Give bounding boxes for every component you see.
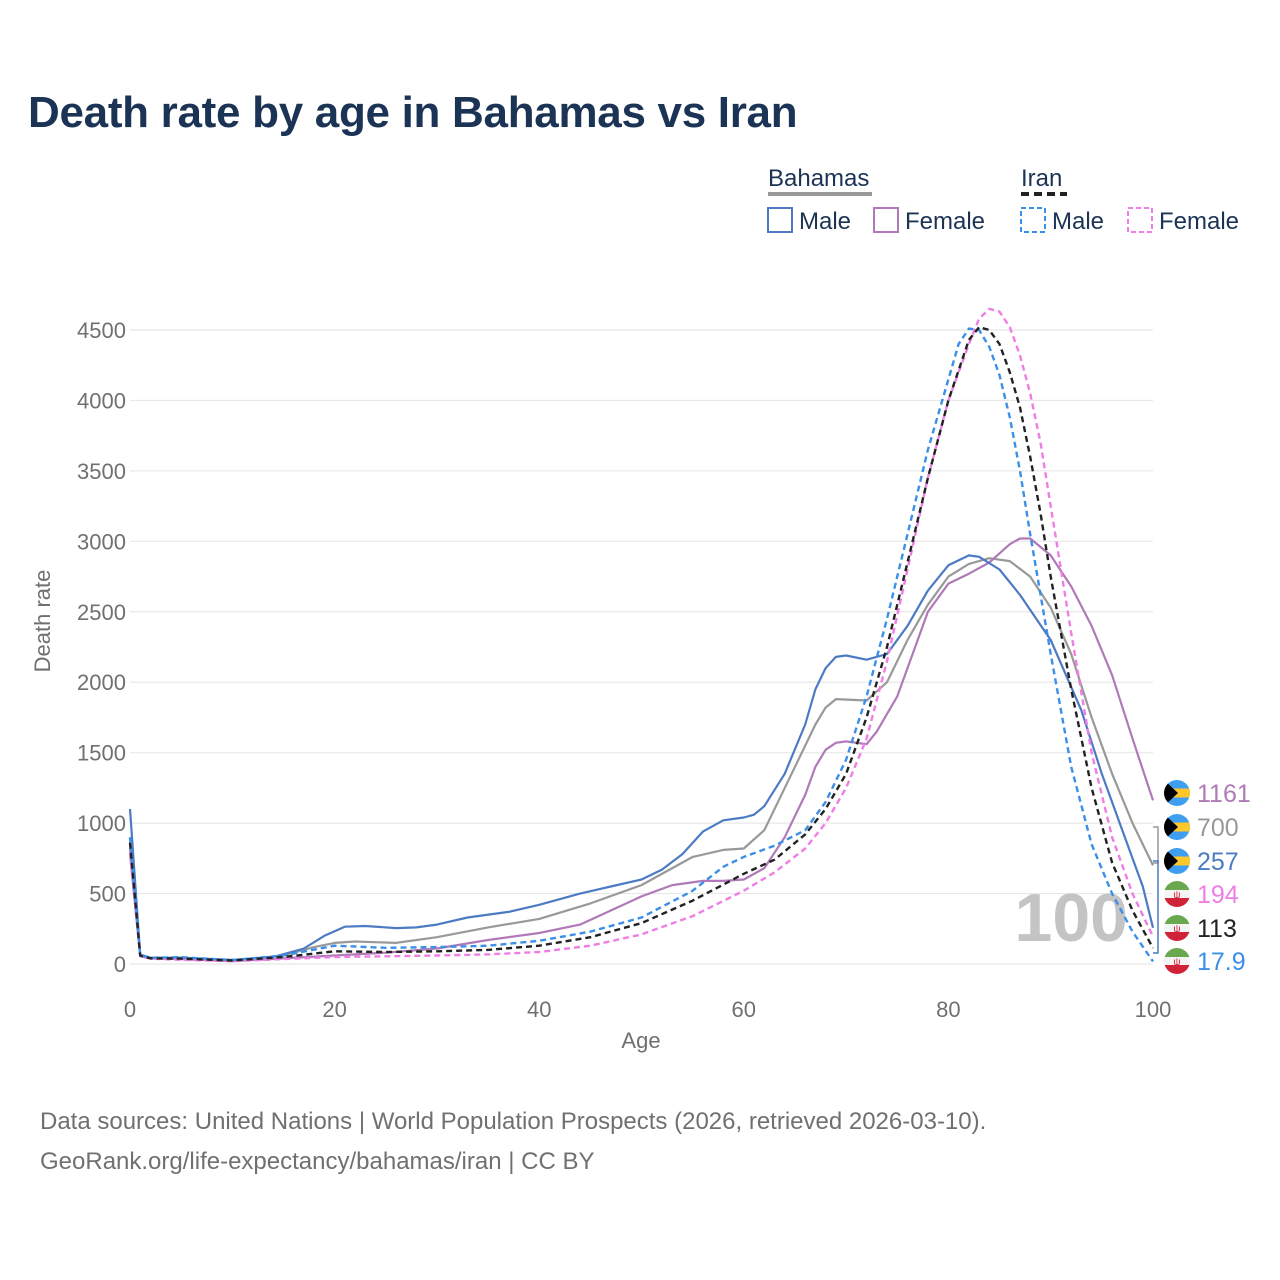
svg-text:ψ: ψ xyxy=(1173,890,1180,901)
series-line-bahamas-total[interactable] xyxy=(128,557,1154,962)
end-label-bahamas-total: 700 xyxy=(1197,814,1239,842)
grid-lines xyxy=(130,329,1153,965)
y-tick-label: 1000 xyxy=(77,811,126,836)
source-note: Data sources: United Nations | World Pop… xyxy=(40,1108,987,1135)
legend-group-bahamas: Bahamas xyxy=(768,165,869,192)
end-label-bahamas-female: 1161 xyxy=(1197,780,1251,808)
label-connector xyxy=(1153,826,1159,864)
end-label-iran-total: 113 xyxy=(1197,915,1237,943)
x-tick-label: 40 xyxy=(527,997,551,1022)
bahamas-flag-icon xyxy=(1164,780,1190,806)
y-tick-label: 2500 xyxy=(77,600,126,625)
legend-label-bahamas-female[interactable]: Female xyxy=(905,208,985,235)
legend[interactable]: Bahamas Male Female Iran Male Female xyxy=(767,165,1239,235)
y-tick-label: 4500 xyxy=(77,318,126,343)
y-axis-label: Death rate xyxy=(30,570,55,673)
end-labels: 1161 700 257 ψ 194 ψ 113 ψ 17.9 xyxy=(1153,780,1251,976)
y-tick-label: 4000 xyxy=(77,388,126,413)
y-tick-label: 500 xyxy=(89,882,126,907)
x-tick-label: 60 xyxy=(732,997,756,1022)
iran-flag-icon: ψ xyxy=(1164,881,1190,907)
legend-group-iran: Iran xyxy=(1021,165,1062,192)
x-tick-label: 80 xyxy=(936,997,960,1022)
x-tick-label: 20 xyxy=(322,997,346,1022)
y-tick-label: 3500 xyxy=(77,459,126,484)
age-watermark: 100 xyxy=(1015,880,1128,956)
legend-swatch-iran-male[interactable] xyxy=(1020,207,1046,233)
x-tick-label: 0 xyxy=(124,997,136,1022)
axes: 0 500 1000 1500 2000 2500 3000 3500 4000 4500 0 20 4… xyxy=(30,318,1171,1053)
source-url[interactable]: GeoRank.org/life-expectancy/bahamas/iran… xyxy=(40,1148,595,1175)
y-tick-label: 2000 xyxy=(77,670,126,695)
y-tick-label: 0 xyxy=(114,952,126,977)
end-label-iran-female: 194 xyxy=(1197,881,1239,909)
legend-label-bahamas-male[interactable]: Male xyxy=(799,208,851,235)
legend-label-iran-female[interactable]: Female xyxy=(1159,208,1239,235)
y-tick-label: 1500 xyxy=(77,741,126,766)
series-line-iran-total[interactable] xyxy=(128,326,1155,962)
chart-title: Death rate by age in Bahamas vs Iran xyxy=(28,88,798,137)
svg-text:ψ: ψ xyxy=(1173,924,1180,935)
series-line-iran-male[interactable] xyxy=(128,327,1154,963)
legend-label-iran-male[interactable]: Male xyxy=(1052,208,1104,235)
label-connector xyxy=(1153,860,1159,954)
x-tick-label: 100 xyxy=(1135,997,1172,1022)
iran-flag-icon: ψ xyxy=(1164,915,1190,941)
y-tick-label: 3000 xyxy=(77,529,126,554)
x-axis-label: Age xyxy=(621,1028,660,1053)
end-label-bahamas-male: 257 xyxy=(1197,848,1239,876)
end-label-iran-male: 17.9 xyxy=(1197,948,1246,976)
bahamas-flag-icon xyxy=(1164,814,1190,840)
series-line-iran-female[interactable] xyxy=(128,307,1155,963)
iran-flag-icon: ψ xyxy=(1164,948,1190,974)
legend-swatch-bahamas-male[interactable] xyxy=(767,207,793,233)
series-line-bahamas-male[interactable] xyxy=(128,554,1155,961)
series-lines xyxy=(128,307,1155,963)
legend-swatch-iran-female[interactable] xyxy=(1127,207,1153,233)
bahamas-flag-icon xyxy=(1164,848,1190,874)
legend-swatch-bahamas-female[interactable] xyxy=(873,207,899,233)
svg-text:ψ: ψ xyxy=(1173,957,1180,968)
series-line-bahamas-female[interactable] xyxy=(128,537,1155,963)
